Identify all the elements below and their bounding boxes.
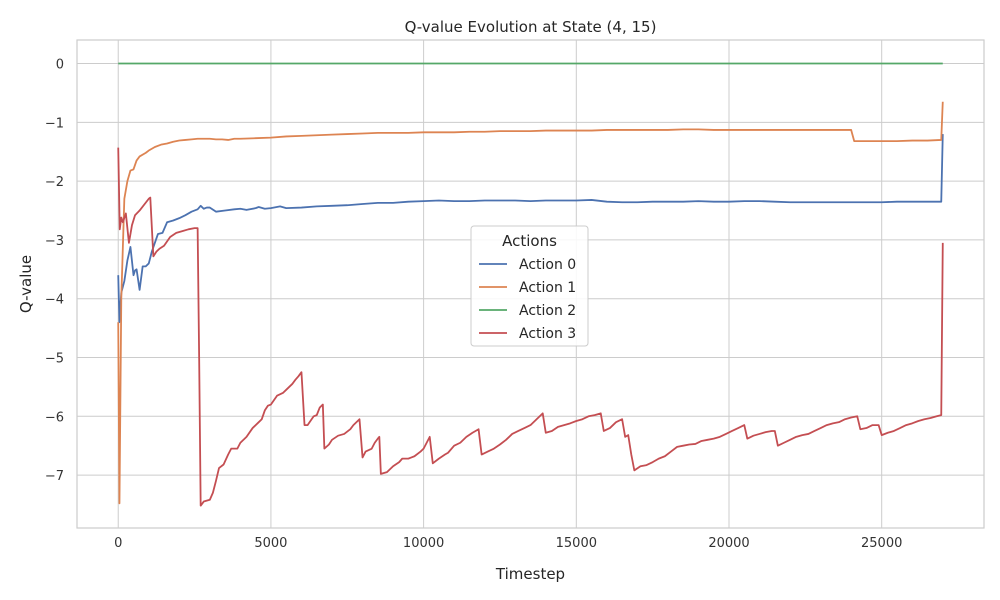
- x-axis-label: Timestep: [495, 565, 565, 583]
- y-axis-label: Q-value: [17, 255, 35, 313]
- legend-items: Action 0 Action 1 Action 2 Action 3: [479, 257, 576, 342]
- legend: Actions Action 0 Action 1 Action 2 Action 3: [470, 225, 589, 347]
- y-tick-label: −7: [45, 469, 64, 484]
- plot-frame: [76, 39, 985, 529]
- legend-label-1: Action 1: [519, 280, 576, 296]
- series-lines: [117, 62, 944, 507]
- y-tick-label: −3: [45, 234, 64, 249]
- x-tick-labels: 0 5000 10000 15000 20000 25000: [114, 536, 902, 551]
- y-tick-label: −2: [45, 175, 64, 190]
- legend-box: [470, 225, 589, 347]
- legend-title: Actions: [502, 232, 557, 250]
- legend-label-0: Action 0: [519, 257, 576, 273]
- y-tick-label: 0: [56, 58, 64, 73]
- y-tick-labels: 0 −1 −2 −3 −4 −5 −6 −7: [45, 58, 64, 485]
- y-tick-label: −6: [45, 410, 64, 425]
- series-line-3: [117, 147, 944, 507]
- y-tick-label: −4: [45, 293, 64, 308]
- y-tick-label: −1: [45, 116, 64, 131]
- legend-label-3: Action 3: [519, 326, 576, 342]
- x-tick-label: 25000: [861, 536, 902, 551]
- x-tick-label: 0: [114, 536, 122, 551]
- chart-title: Q-value Evolution at State (4, 15): [405, 18, 657, 36]
- y-tick-label: −5: [45, 351, 64, 366]
- series-line-1: [117, 101, 944, 505]
- legend-label-2: Action 2: [519, 303, 576, 319]
- x-tick-label: 10000: [403, 536, 444, 551]
- x-tick-label: 5000: [254, 536, 287, 551]
- x-tick-label: 20000: [708, 536, 749, 551]
- x-tick-label: 15000: [556, 536, 597, 551]
